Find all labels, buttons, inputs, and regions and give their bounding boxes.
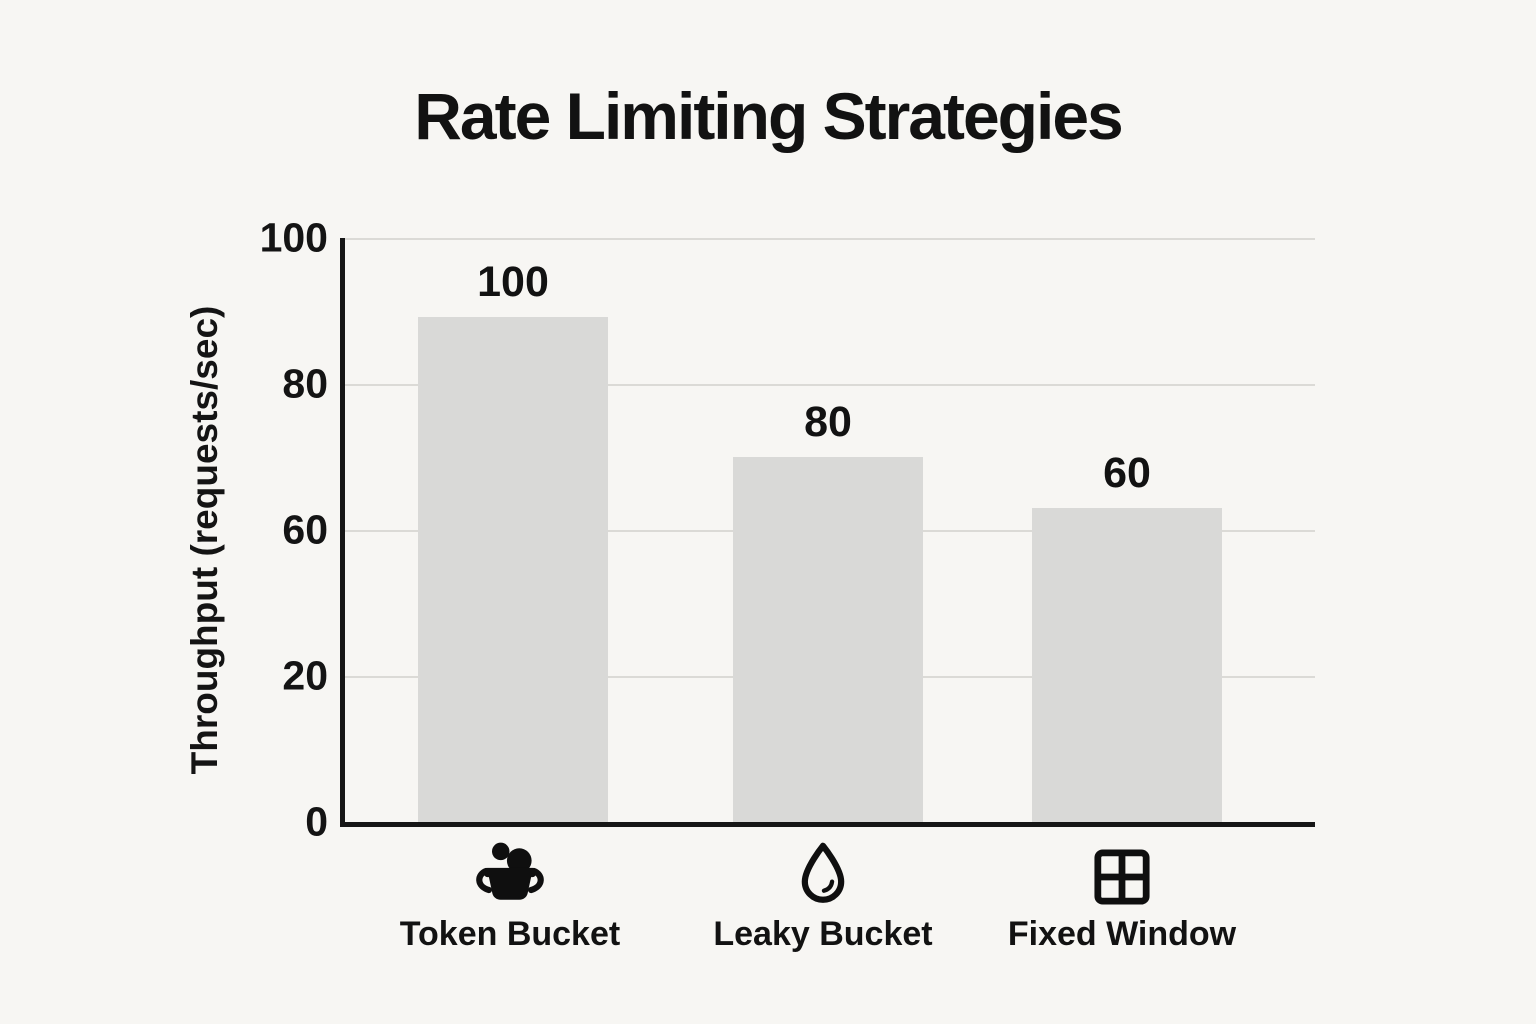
y-axis-ticks: 100 80 60 20 0: [0, 0, 328, 1024]
category-fixed-window: Fixed Window: [952, 836, 1292, 954]
y-tick-label: 100: [259, 214, 328, 261]
plot-area: 100 80 60: [340, 238, 1315, 827]
bar-value-label: 100: [477, 257, 549, 306]
bar-value-label: 60: [1103, 448, 1151, 497]
bar-leaky-bucket: [733, 457, 923, 822]
gridline: [345, 384, 1315, 386]
chart-title: Rate Limiting Strategies: [414, 79, 1124, 153]
category-leaky-bucket: Leaky Bucket: [653, 836, 993, 954]
gridline: [345, 238, 1315, 240]
y-tick-label: 0: [305, 798, 328, 845]
droplet-icon: [653, 836, 993, 906]
window-grid-icon: [952, 836, 1292, 906]
category-label: Fixed Window: [1007, 915, 1237, 953]
category-token-bucket: Token Bucket: [340, 836, 680, 954]
bar-value-label: 80: [804, 397, 852, 446]
bar-token-bucket: [418, 317, 608, 822]
y-tick-label: 80: [282, 360, 328, 407]
y-tick-label: 20: [282, 652, 328, 699]
bar-group-fixed-window: 60: [1032, 238, 1222, 822]
y-tick-label: 60: [282, 506, 328, 553]
bar-group-token-bucket: 100: [418, 238, 608, 822]
bar-group-leaky-bucket: 80: [733, 238, 923, 822]
bar-fixed-window: [1032, 508, 1222, 822]
category-label: Leaky Bucket: [713, 915, 933, 953]
token-bucket-icon: [340, 836, 680, 906]
category-label: Token Bucket: [399, 915, 621, 953]
